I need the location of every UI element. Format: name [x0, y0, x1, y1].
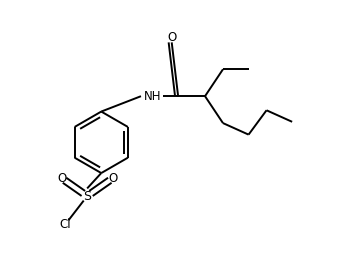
Text: O: O	[57, 172, 66, 185]
Text: NH: NH	[144, 90, 161, 103]
Text: O: O	[108, 172, 117, 185]
Text: S: S	[83, 190, 91, 203]
Text: Cl: Cl	[60, 218, 71, 231]
Text: O: O	[167, 31, 176, 44]
